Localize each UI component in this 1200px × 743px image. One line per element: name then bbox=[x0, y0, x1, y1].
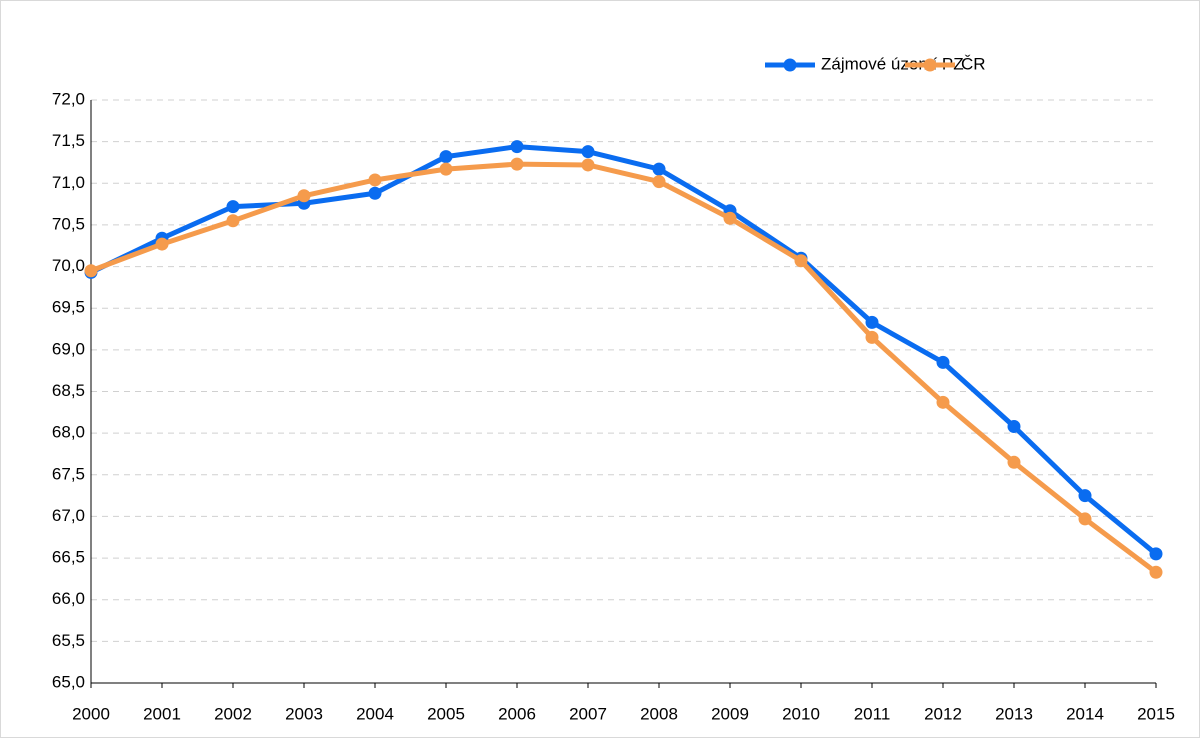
series-line bbox=[90, 161, 1158, 575]
series-line bbox=[89, 144, 1158, 556]
x-tick-label: 2006 bbox=[498, 704, 536, 723]
x-tick-label: 2004 bbox=[356, 704, 394, 723]
data-point bbox=[1149, 547, 1163, 561]
data-point bbox=[439, 150, 453, 164]
data-point bbox=[1078, 512, 1092, 526]
x-tick-label: 2001 bbox=[143, 704, 181, 723]
legend-marker bbox=[783, 58, 797, 72]
y-tick-label: 72,0 bbox=[52, 89, 85, 108]
y-tick-label: 70,5 bbox=[52, 214, 85, 233]
legend-label: ČR bbox=[961, 54, 986, 73]
data-point bbox=[84, 264, 98, 278]
data-point bbox=[1149, 565, 1163, 579]
y-tick-label: 69,0 bbox=[52, 339, 85, 358]
x-tick-label: 2009 bbox=[711, 704, 749, 723]
x-tick-label: 2008 bbox=[640, 704, 678, 723]
x-tick-label: 2012 bbox=[924, 704, 962, 723]
data-point bbox=[1007, 455, 1021, 469]
x-tick-label: 2010 bbox=[782, 704, 820, 723]
legend-marker bbox=[923, 58, 937, 72]
x-tick-label: 2014 bbox=[1066, 704, 1104, 723]
data-point bbox=[794, 254, 808, 268]
y-tick-label: 69,5 bbox=[52, 298, 85, 317]
y-tick-label: 65,0 bbox=[52, 672, 85, 691]
x-tick-label: 2000 bbox=[72, 704, 110, 723]
data-point bbox=[510, 140, 524, 154]
y-tick-label: 70,0 bbox=[52, 256, 85, 275]
y-tick-label: 66,5 bbox=[52, 548, 85, 567]
y-tick-label: 67,5 bbox=[52, 464, 85, 483]
x-tick-label: 2013 bbox=[995, 704, 1033, 723]
y-tick-label: 68,5 bbox=[52, 381, 85, 400]
y-tick-label: 67,0 bbox=[52, 506, 85, 525]
data-point bbox=[297, 189, 311, 203]
data-point bbox=[581, 145, 595, 159]
data-point bbox=[1078, 489, 1092, 503]
data-point bbox=[865, 315, 879, 329]
data-point bbox=[368, 186, 382, 200]
data-point bbox=[723, 211, 737, 225]
x-tick-label: 2011 bbox=[854, 704, 891, 723]
y-tick-label: 65,5 bbox=[52, 631, 85, 650]
data-point bbox=[936, 355, 950, 369]
x-tick-label: 2015 bbox=[1137, 704, 1175, 723]
x-tick-label: 2002 bbox=[214, 704, 252, 723]
x-tick-label: 2003 bbox=[285, 704, 323, 723]
data-point bbox=[226, 214, 240, 228]
data-point bbox=[510, 157, 524, 171]
data-point bbox=[368, 173, 382, 187]
y-tick-label: 66,0 bbox=[52, 589, 85, 608]
x-tick-label: 2005 bbox=[427, 704, 465, 723]
data-point bbox=[652, 162, 666, 176]
x-tick-label: 2007 bbox=[569, 704, 607, 723]
y-tick-label: 71,5 bbox=[52, 131, 85, 150]
y-tick-label: 68,0 bbox=[52, 423, 85, 442]
data-point bbox=[936, 395, 950, 409]
data-point bbox=[155, 237, 169, 251]
data-point bbox=[439, 162, 453, 176]
data-point bbox=[652, 175, 666, 189]
data-point bbox=[1007, 419, 1021, 433]
y-tick-label: 71,0 bbox=[52, 173, 85, 192]
data-point bbox=[581, 158, 595, 172]
data-point bbox=[226, 200, 240, 214]
data-point bbox=[865, 330, 879, 344]
